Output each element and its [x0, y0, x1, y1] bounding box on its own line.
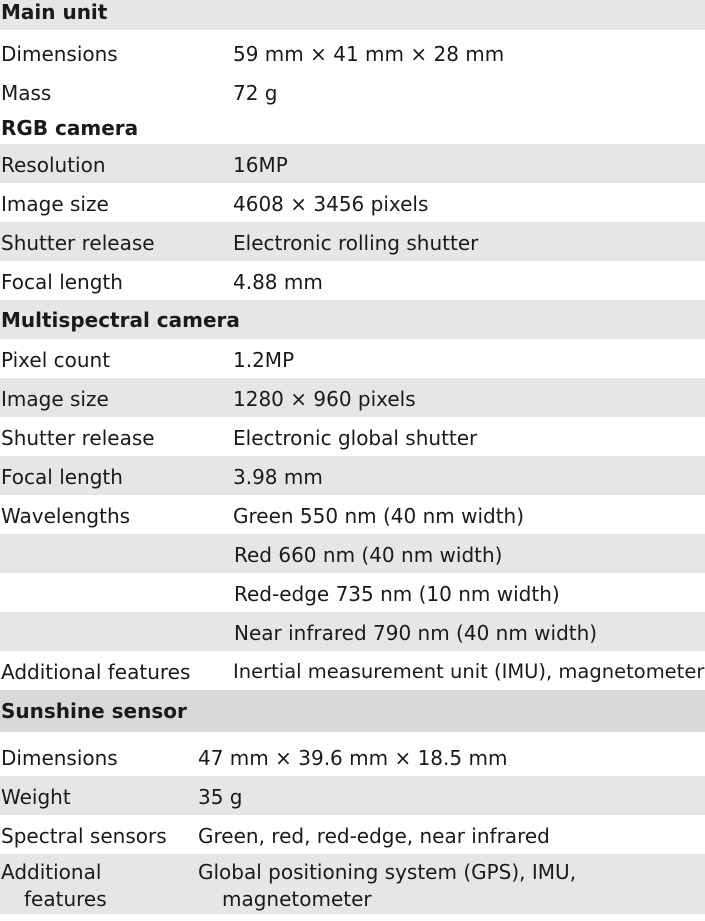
row-value: Green, red, red-edge, near infrared: [198, 824, 550, 848]
row-value: 72 g: [233, 81, 278, 105]
row-label-line1: Additional: [1, 860, 102, 884]
row-label: Spectral sensors: [1, 824, 167, 848]
table-row: Red-edge 735 nm (10 nm width): [0, 573, 705, 612]
row-label: Wavelengths: [1, 504, 131, 528]
table-row: Additional features Inertial measurement…: [0, 651, 705, 690]
section-header-multispectral-camera: Multispectral camera: [0, 300, 705, 339]
row-label: Pixel count: [1, 348, 111, 372]
row-label: Focal length: [1, 465, 123, 489]
row-value: 59 mm × 41 mm × 28 mm: [233, 42, 505, 66]
row-value-line2: magnetometer: [222, 887, 372, 911]
row-label: Image size: [1, 387, 109, 411]
section-title: Multispectral camera: [1, 308, 240, 332]
row-value: 16MP: [233, 153, 288, 177]
table-row: Focal length 4.88 mm: [0, 261, 705, 300]
row-value: Near infrared 790 nm (40 nm width): [234, 621, 598, 645]
row-value: Red 660 nm (40 nm width): [234, 543, 503, 567]
section-header-sunshine-sensor: Sunshine sensor: [0, 690, 705, 732]
row-value: Inertial measurement unit (IMU), magneto…: [233, 660, 705, 683]
row-label: Focal length: [1, 270, 123, 294]
table-row: Shutter release Electronic global shutte…: [0, 417, 705, 456]
table-row: Dimensions 47 mm × 39.6 mm × 18.5 mm: [0, 732, 705, 776]
row-value: 1280 × 960 pixels: [233, 387, 416, 411]
row-label: Dimensions: [1, 42, 118, 66]
table-row: Image size 4608 × 3456 pixels: [0, 183, 705, 222]
row-label: Resolution: [1, 153, 106, 177]
table-row: Dimensions 59 mm × 41 mm × 28 mm: [0, 30, 705, 69]
row-label-line2: features: [24, 887, 107, 911]
table-row: Red 660 nm (40 nm width): [0, 534, 705, 573]
row-value: 4.88 mm: [233, 270, 323, 294]
row-label: Shutter release: [1, 426, 155, 450]
table-row: Focal length 3.98 mm: [0, 456, 705, 495]
row-value: Green 550 nm (40 nm width): [233, 504, 525, 528]
section-header-main-unit: Main unit: [0, 0, 705, 30]
row-value: 3.98 mm: [233, 465, 323, 489]
table-row: Spectral sensors Green, red, red-edge, n…: [0, 815, 705, 854]
table-row: Wavelengths Green 550 nm (40 nm width): [0, 495, 705, 534]
row-value: 47 mm × 39.6 mm × 18.5 mm: [198, 746, 508, 770]
row-label: Weight: [1, 785, 71, 809]
table-row: Additional features Global positioning s…: [0, 854, 705, 914]
table-row: Weight 35 g: [0, 776, 705, 815]
table-row: Mass 72 g: [0, 69, 705, 108]
row-value-line1: Global positioning system (GPS), IMU,: [198, 860, 577, 884]
row-value: Red-edge 735 nm (10 nm width): [234, 582, 560, 606]
row-label: Mass: [1, 81, 52, 105]
table-row: Shutter release Electronic rolling shutt…: [0, 222, 705, 261]
table-row: Resolution 16MP: [0, 144, 705, 183]
row-value: 1.2MP: [233, 348, 295, 372]
section-title: Main unit: [1, 0, 108, 24]
row-value: 4608 × 3456 pixels: [233, 192, 429, 216]
table-row: Image size 1280 × 960 pixels: [0, 378, 705, 417]
section-title: Sunshine sensor: [1, 699, 187, 723]
row-label: Dimensions: [1, 746, 118, 770]
table-row: Pixel count 1.2MP: [0, 339, 705, 378]
row-value: 35 g: [198, 785, 243, 809]
section-header-rgb-camera: RGB camera: [0, 108, 705, 144]
row-label: Image size: [1, 192, 109, 216]
section-title: RGB camera: [1, 116, 139, 140]
row-label: Additional features: [1, 660, 191, 684]
table-row: Near infrared 790 nm (40 nm width): [0, 612, 705, 651]
row-value: Electronic rolling shutter: [233, 231, 479, 255]
row-label: Shutter release: [1, 231, 155, 255]
row-value: Electronic global shutter: [233, 426, 478, 450]
